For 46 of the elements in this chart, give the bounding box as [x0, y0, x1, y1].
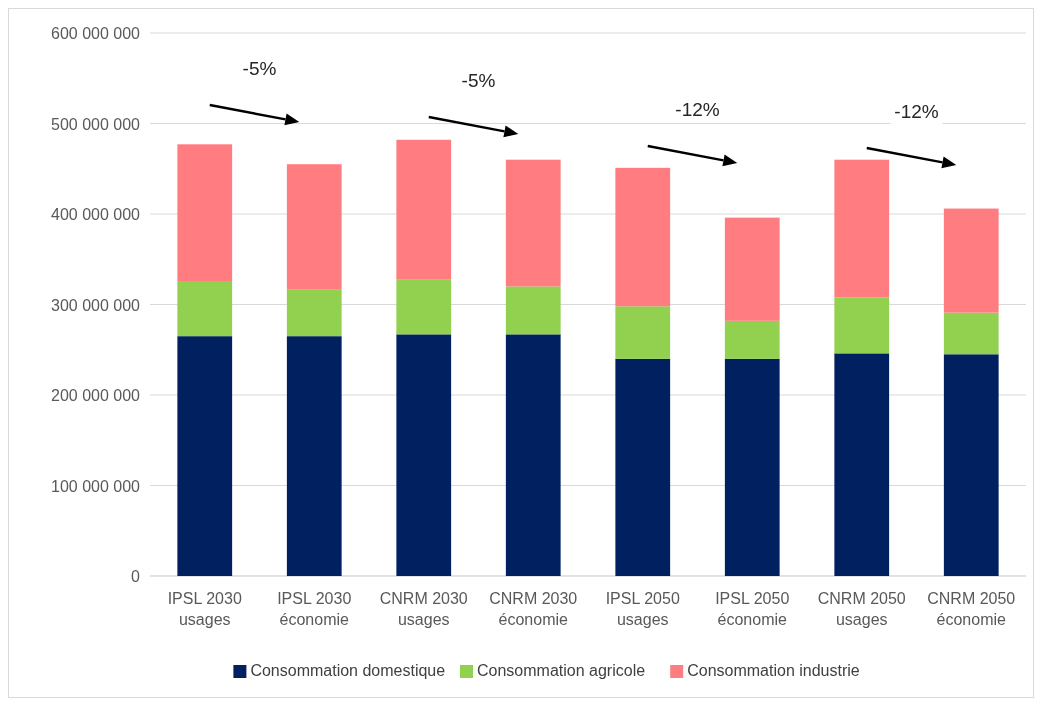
bar	[834, 297, 890, 354]
annotation: -12%	[675, 99, 720, 120]
bar	[505, 334, 561, 576]
bar	[396, 279, 452, 335]
annotation: -5%	[461, 70, 496, 91]
x-tick-label: CNRM 2030 usages	[379, 590, 468, 628]
bar	[177, 144, 233, 282]
x-tick-label: CNRM 2030 économie	[489, 590, 578, 628]
bar	[834, 159, 890, 298]
bar	[286, 336, 342, 576]
legend-label: Consommation agricole	[477, 662, 646, 679]
bar	[286, 164, 342, 290]
y-tick-label: 0	[131, 568, 141, 585]
bar	[834, 353, 890, 576]
bar	[724, 358, 780, 576]
annotation: -12%	[894, 101, 939, 122]
x-tick-label: IPSL 2030 usages	[167, 590, 242, 628]
bar	[943, 208, 999, 313]
bar	[396, 334, 452, 576]
y-tick-label: 200 000 000	[51, 387, 141, 404]
x-tick-label: IPSL 2050 usages	[605, 590, 680, 628]
y-tick-label: 300 000 000	[51, 296, 141, 314]
y-tick-label: 500 000 000	[51, 115, 141, 133]
bar	[615, 306, 671, 359]
bar	[177, 336, 233, 576]
x-tick-label: IPSL 2050 économie	[715, 590, 790, 628]
x-tick-label: CNRM 2050 usages	[817, 590, 906, 628]
annotation: -5%	[242, 58, 277, 79]
bar	[724, 217, 780, 321]
bar	[177, 281, 233, 337]
legend-label: Consommation domestique	[250, 662, 446, 679]
y-tick-label: 400 000 000	[51, 206, 141, 223]
bar	[615, 358, 671, 576]
y-tick-label: 600 000 000	[51, 25, 141, 42]
x-tick-label: CNRM 2050 économie	[927, 590, 1016, 628]
bar	[943, 312, 999, 355]
bar	[615, 167, 671, 307]
legend-label: Consommation industrie	[687, 662, 860, 679]
bar	[286, 289, 342, 337]
bar	[505, 286, 561, 335]
y-tick-label: 100 000 000	[51, 477, 141, 495]
bar	[505, 159, 561, 287]
bar	[396, 139, 452, 280]
bar	[724, 320, 780, 359]
bar	[943, 354, 999, 576]
x-tick-label: IPSL 2030 économie	[277, 590, 352, 628]
